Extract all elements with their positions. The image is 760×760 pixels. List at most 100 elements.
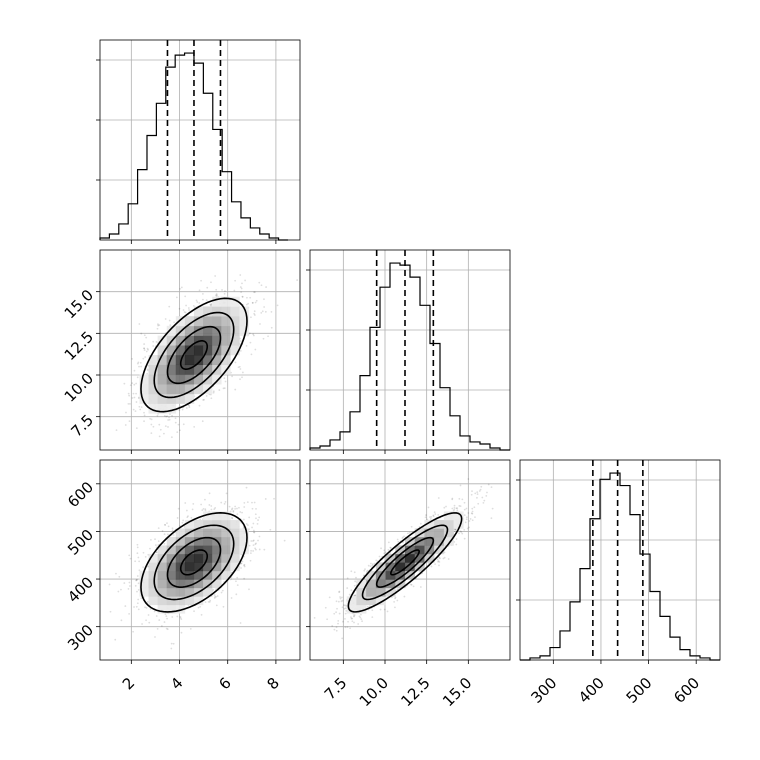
density-panel-1-2-density-cell: [443, 511, 454, 521]
density-panel-0-2-sample-point: [163, 542, 166, 545]
density-panel-0-1-sample-point: [267, 335, 269, 338]
density-panel-0-1-sample-point: [147, 369, 149, 372]
density-panel-1-2-sample-point: [339, 597, 342, 600]
density-panel-1-2-sample-point: [357, 623, 360, 625]
density-panel-0-2-sample-point: [212, 588, 215, 591]
density-panel-0-1-density-cell: [203, 316, 213, 327]
density-panel-1-2-sample-point: [403, 535, 406, 538]
density-panel-1-2-sample-point: [419, 522, 422, 525]
density-panel-0-2-density-cell: [193, 579, 204, 589]
density-panel-1-2-sample-point: [367, 564, 370, 567]
density-panel-0-2-sample-point: [140, 597, 143, 600]
x-tick-label-1-0: 7.5: [321, 674, 351, 704]
density-panel-0-2-sample-point: [155, 551, 158, 554]
density-panel-0-2-sample-point: [129, 557, 132, 560]
density-panel-1-2-sample-point: [459, 530, 462, 533]
density-panel-1-2-sample-point: [455, 543, 458, 546]
density-panel-1-2-sample-point: [359, 616, 362, 619]
density-panel-0-1-sample-point: [210, 397, 213, 400]
density-panel-0-1-density-cell: [212, 316, 222, 327]
density-panel-1-2-sample-point: [394, 596, 397, 599]
density-panel-0-2-sample-point: [157, 540, 160, 543]
density-panel-0-1-sample-point: [205, 299, 208, 302]
density-panel-0-1-sample-point: [169, 324, 172, 327]
density-panel-0-2-sample-point: [145, 606, 148, 609]
density-panel-0-2-sample-point: [163, 621, 166, 623]
density-panel-1-2-density-cell: [366, 579, 377, 589]
density-panel-1-2-sample-point: [339, 596, 341, 598]
density-panel-1-2-sample-point: [371, 563, 374, 566]
density-panel-0-2-sample-point: [221, 589, 224, 592]
density-panel-1-2-sample-point: [384, 551, 387, 554]
density-panel-0-1-sample-point: [188, 309, 190, 311]
density-panel-0-2-sample-point: [240, 562, 243, 565]
density-panel-0-2-sample-point: [165, 627, 168, 630]
density-panel-0-2-sample-point: [252, 539, 255, 542]
density-panel-1-2-sample-point: [463, 537, 466, 540]
density-panel-0-2-sample-point: [167, 525, 170, 528]
density-panel-1-2-density-cell: [356, 579, 367, 589]
density-panel-1-2-density-cell: [414, 553, 425, 563]
density-panel-0-1-sample-point: [210, 281, 212, 284]
density-panel-0-1-sample-point: [138, 323, 141, 325]
density-panel-0-2-sample-point: [150, 538, 152, 541]
density-panel-0-1-sample-point: [270, 310, 273, 313]
density-panel-0-2-density-cell: [175, 596, 186, 606]
density-panel-0-1-sample-point: [135, 401, 138, 403]
density-panel-1-2-sample-point: [353, 621, 355, 624]
density-panel-0-1-sample-point: [168, 305, 171, 308]
density-panel-0-2-sample-point: [128, 581, 131, 584]
density-panel-0-1-sample-point: [168, 416, 170, 419]
density-panel-0-1-density-cell: [175, 393, 186, 404]
density-panel-1-2-sample-point: [425, 514, 427, 516]
density-panel-1-2-density-cell: [434, 528, 445, 538]
density-panel-1-2-sample-point: [470, 512, 473, 515]
density-panel-0-1-density-cell: [166, 355, 177, 366]
density-panel-0-2-sample-point: [144, 606, 146, 609]
density-panel-0-1-sample-point: [215, 288, 218, 291]
density-panel-0-1-sample-point: [239, 340, 242, 342]
density-panel-0-1-sample-point: [135, 427, 138, 430]
density-panel-0-1-sample-point: [138, 397, 140, 400]
density-panel-1-2-density-cell: [405, 562, 416, 572]
density-panel-0-2-sample-point: [220, 591, 223, 594]
density-panel-0-1-sample-point: [167, 419, 170, 421]
density-panel-0-2-sample-point: [208, 601, 211, 603]
density-panel-1-2-sample-point: [465, 518, 468, 521]
density-panel-0-1-density-cell: [148, 393, 158, 404]
density-panel-1-2-sample-point: [471, 490, 473, 493]
density-panel-1-2-layer: [313, 478, 494, 640]
density-panel-0-2-density-cell: [175, 528, 186, 538]
density-panel-0-1-sample-point: [253, 312, 256, 315]
density-panel-1-2-sample-point: [491, 507, 494, 510]
density-panel-0-2-density-cell: [203, 536, 213, 546]
density-panel-1-2-density-cell: [424, 528, 435, 538]
density-panel-1-2-sample-point: [397, 540, 400, 543]
density-panel-0-2-sample-point: [248, 516, 251, 519]
density-panel-1-2-sample-point: [338, 591, 341, 594]
density-panel-1-2-density-cell: [424, 536, 435, 546]
density-panel-0-1-sample-point: [178, 307, 181, 310]
density-panel-0-2-sample-point: [204, 498, 206, 501]
density-panel-0-2-sample-point: [255, 507, 257, 510]
density-panel-0-1-sample-point: [224, 290, 226, 292]
density-panel-1-2-sample-point: [424, 516, 427, 519]
density-panel-0-2-sample-point: [243, 506, 246, 508]
density-panel-0-1-sample-point: [185, 407, 188, 409]
density-panel-1-2-sample-point: [360, 618, 363, 621]
density-panel-1-2-sample-point: [463, 508, 466, 511]
density-panel-0-1-sample-point: [156, 327, 159, 330]
density-panel-1-2-sample-point: [350, 589, 353, 592]
density-panel-0-2-density-cell: [148, 553, 158, 563]
density-panel-0-2-sample-point: [225, 492, 228, 495]
density-panel-0-2-sample-point: [251, 501, 253, 504]
density-panel-1-2-sample-point: [453, 504, 456, 507]
density-panel-0-2-sample-point: [201, 509, 204, 512]
x-tick-label-0-2: 6: [215, 674, 234, 693]
density-panel-0-2-sample-point: [230, 597, 233, 599]
density-panel-0-2-sample-point: [236, 584, 239, 587]
density-panel-0-1-contour-1: [166, 325, 222, 385]
density-panel-1-2-sample-point: [434, 513, 437, 515]
density-panel-0-1-sample-point: [253, 314, 256, 316]
